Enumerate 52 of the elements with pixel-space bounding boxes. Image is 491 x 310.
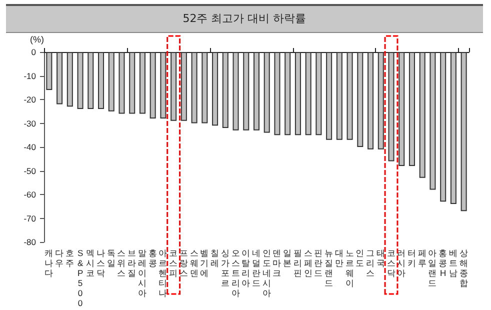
x-tick-label: 인도 <box>356 248 365 268</box>
x-tick-label: 멕시코 <box>86 248 96 278</box>
x-tick-label: 독일 <box>106 248 116 268</box>
x-tick-label: 일본 <box>283 248 292 268</box>
x-tick-label: 터키 <box>407 248 416 268</box>
x-tick-label: 러시아 <box>397 248 406 278</box>
x-tick-label: 프랑스 <box>179 248 188 278</box>
x-tick-label: 이탈리아 <box>242 248 251 288</box>
x-tick-label: 코스피 <box>169 248 178 278</box>
x-tick-label: 스웨덴 <box>190 248 199 278</box>
x-tick-label: 호주 <box>65 248 74 268</box>
x-tick-label: 캐나다 <box>44 248 54 278</box>
x-tick-label: 홍콩 <box>148 248 158 268</box>
x-tick-label: 아일랜드 <box>428 248 438 288</box>
x-tick-label: 스위스 <box>117 248 126 278</box>
x-tick-label: 코스닥 <box>386 248 396 278</box>
y-tick-label: -60 <box>24 190 36 200</box>
x-tick-label: 베트남 <box>448 248 458 278</box>
x-tick-label: 스페인 <box>304 248 313 278</box>
x-tick-label: 다우 <box>55 248 64 268</box>
x-tick-label: 말레이시아 <box>138 248 147 298</box>
x-tick-label: 페루 <box>418 248 427 268</box>
chart-title: 52주 최고가 대비 하락률 <box>6 4 483 33</box>
y-tick-label: -40 <box>24 142 36 152</box>
y-axis-title: (%) <box>30 34 44 44</box>
x-tick-label: 싱가포르 <box>220 248 230 288</box>
x-tick-label: 브라질 <box>128 248 137 278</box>
x-tick-label: 아르헨티나 <box>158 248 168 298</box>
x-tick-label: 네덜란드 <box>252 248 261 288</box>
x-tick-label: 인도네시아 <box>262 248 272 298</box>
x-tick-label: 덴마크 <box>272 248 282 278</box>
x-tick-label: 벨기에 <box>200 248 210 278</box>
x-tick-label: 칠레 <box>210 248 220 268</box>
y-tick-label: -70 <box>24 213 36 224</box>
x-tick-label: 그리스 <box>366 248 376 278</box>
y-tick-label: -20 <box>24 94 36 104</box>
x-tick-label: 홍콩H <box>438 248 448 278</box>
x-tick-label: 핀란드 <box>314 248 324 278</box>
y-tick-label: -30 <box>24 118 36 128</box>
x-tick-label: 노르웨이 <box>345 248 354 288</box>
y-tick-label: 0 <box>31 47 36 57</box>
x-tick-label: 상해종합 <box>459 248 468 288</box>
x-tick-label: 오스트리아 <box>231 248 240 298</box>
x-tick-label: S&P500 <box>77 248 84 308</box>
x-tick-label: 필리핀 <box>293 248 302 278</box>
y-tick-label: -50 <box>24 166 36 176</box>
x-tick-label: 나스닥 <box>96 248 106 278</box>
x-tick-label: 대만 <box>334 248 344 268</box>
x-tick-label: 뉴질랜드 <box>324 248 334 288</box>
x-tick-label: 태국 <box>376 248 386 268</box>
y-tick-label: -80 <box>24 237 36 247</box>
y-tick-label: -10 <box>24 70 36 81</box>
